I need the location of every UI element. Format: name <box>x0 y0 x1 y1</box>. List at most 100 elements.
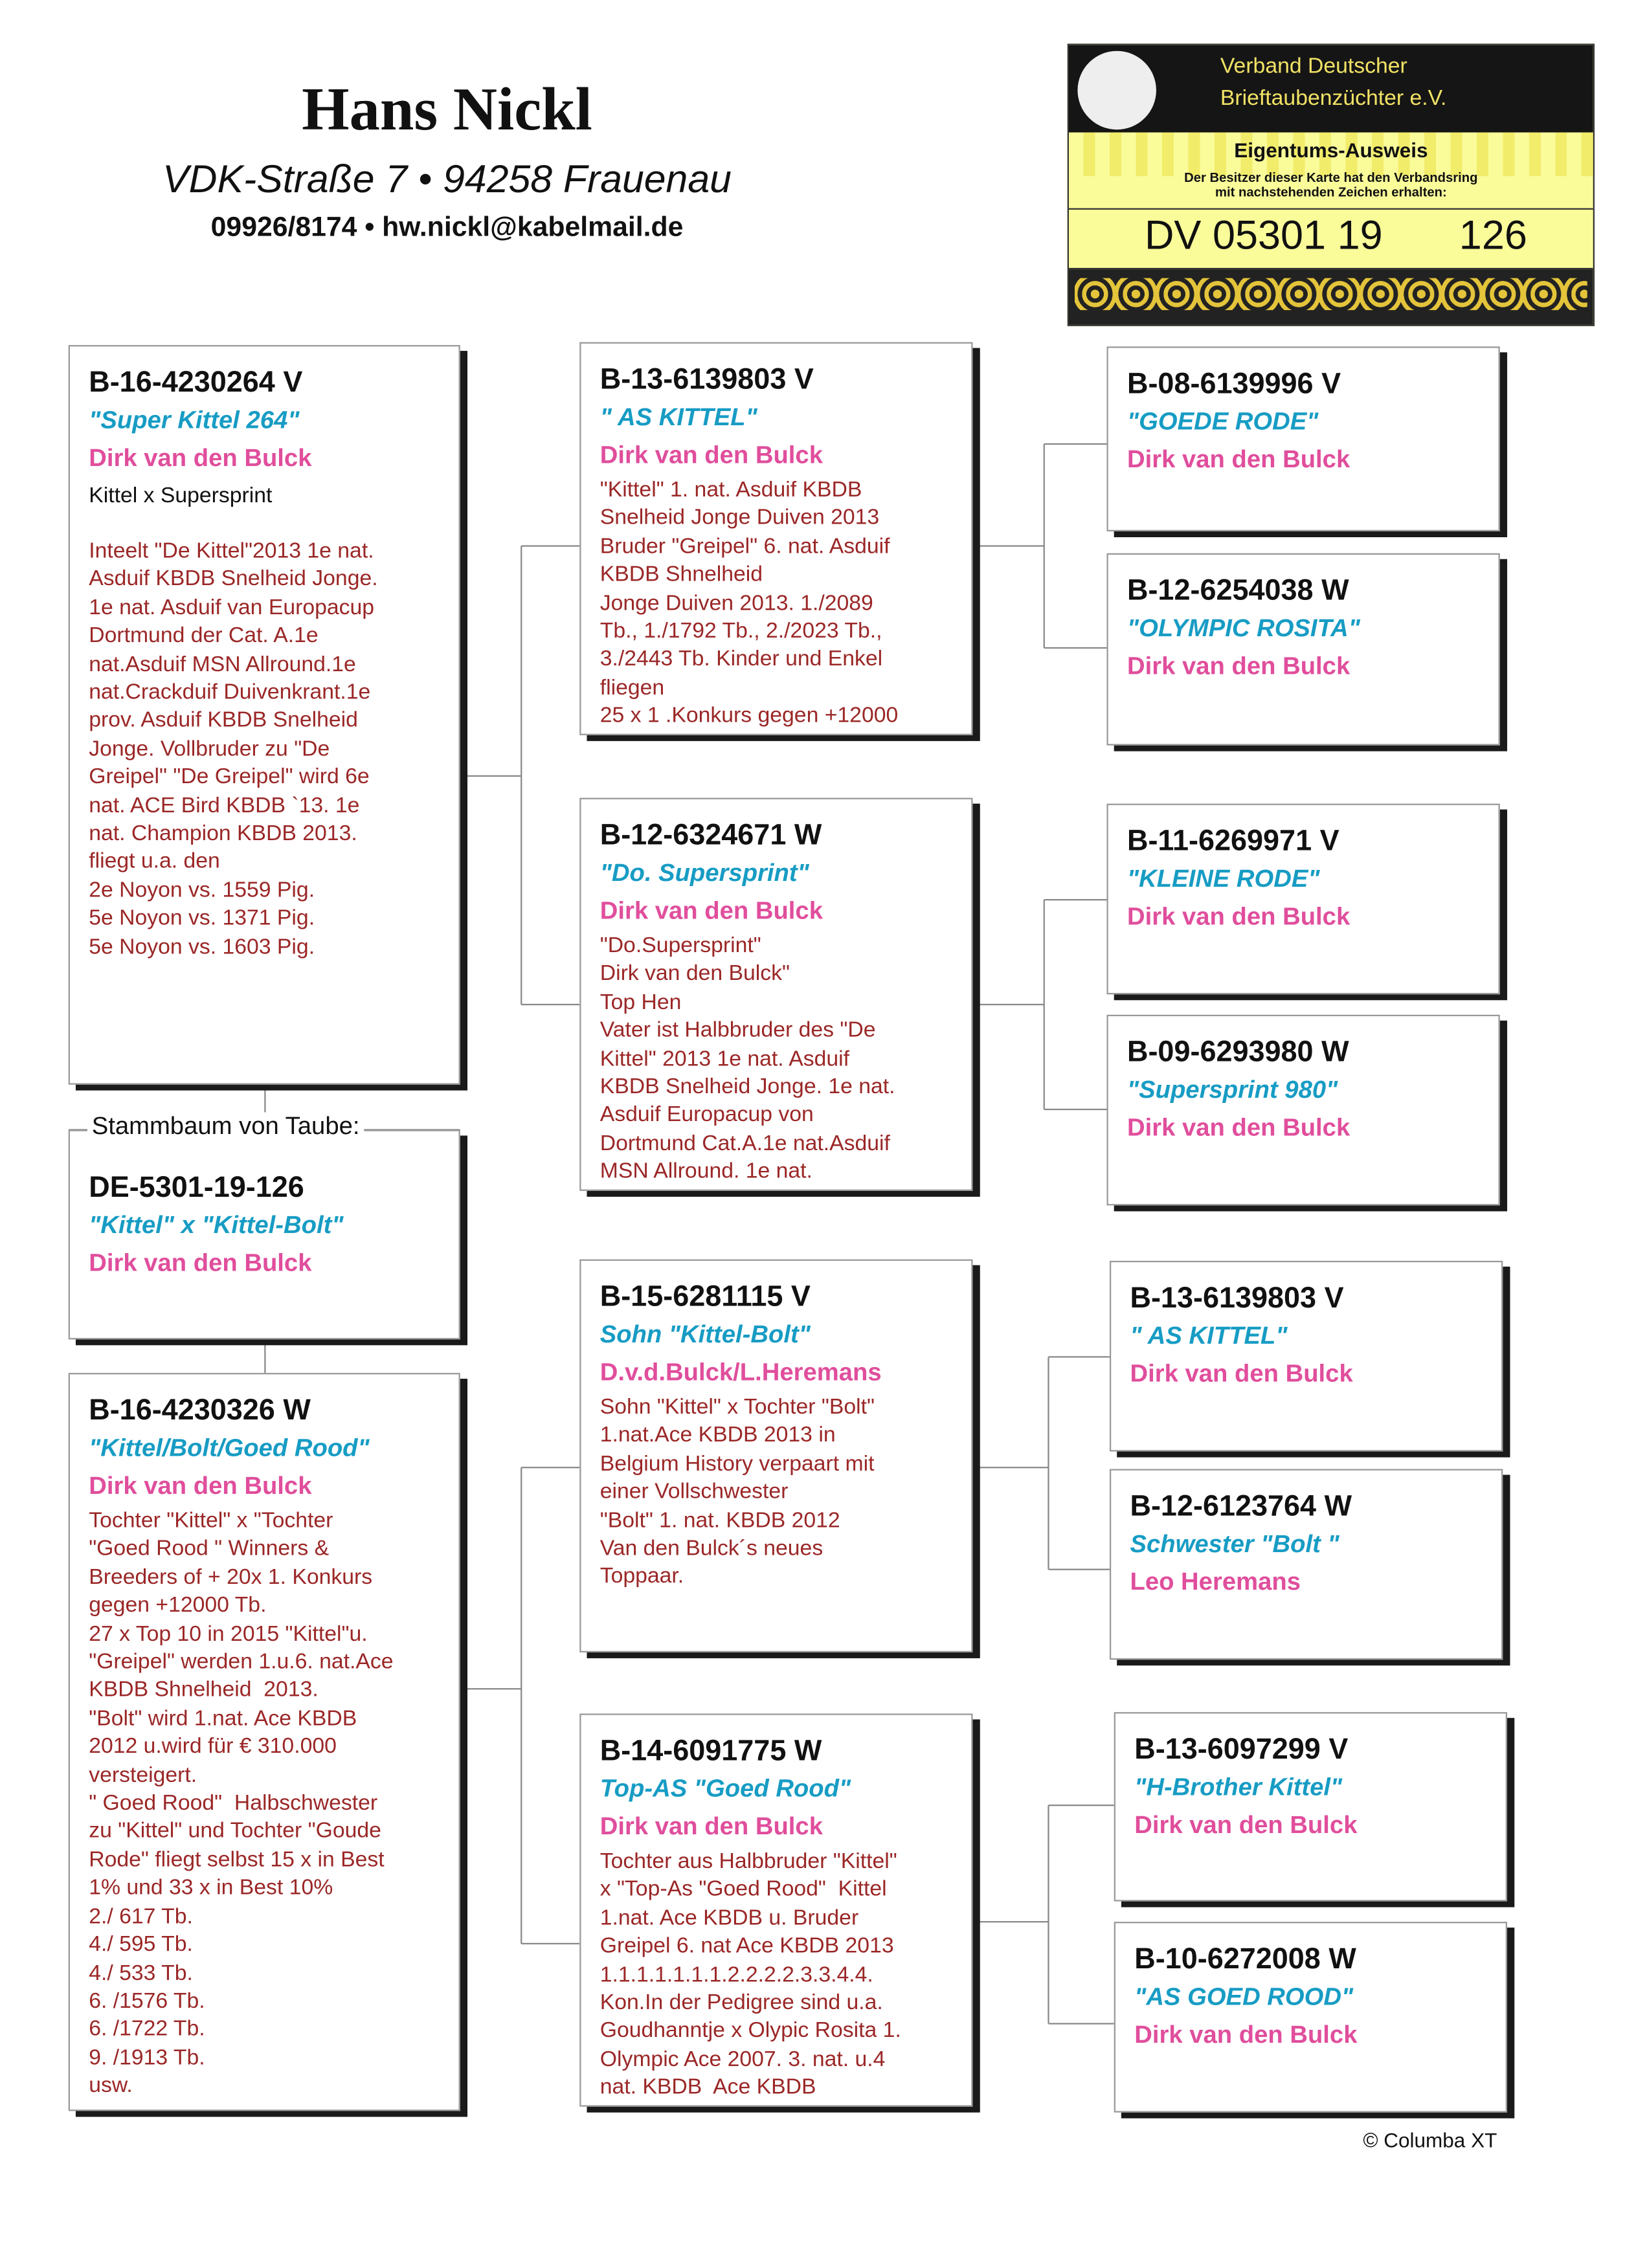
note-line: MSN Allround. 1e nat. <box>599 1159 812 1184</box>
note-line: Olympic Ace 2007. 3. nat. u.4 <box>599 2047 886 2072</box>
pedigree-box: B-12-6123764 W Schwester "Bolt " Leo Herem… <box>1109 1469 1503 1660</box>
note-line: versteigert. <box>89 1762 197 1788</box>
note-line: Tochter "Kittel" x "Tochter <box>89 1508 333 1533</box>
note-line: KBDB Shnelheid 2013. <box>89 1678 319 1703</box>
note-line: 2./ 617 Tb. <box>89 1904 193 1929</box>
note-line: nat. ACE Bird KBDB `13. 1e <box>89 793 360 818</box>
note-line: 9. /1913 Tb. <box>89 2045 205 2070</box>
pedigree-box: B-11-6269971 V "KLEINE RODE" Dirk van den … <box>1106 803 1500 995</box>
owner-contact: 09926/8174 • hw.nickl@kabelmail.de <box>210 212 684 243</box>
note-line: nat.Crackduif Duivenkrant.1e <box>89 680 371 705</box>
note-line: prov. Asduif KBDB Snelheid <box>89 708 358 733</box>
breeder: Dirk van den Bulck <box>1126 902 1350 931</box>
note-line: Dirk van den Bulck" <box>599 961 790 986</box>
pedigree-box: B-13-6097299 V "H-Brother Kittel" Dirk van… <box>1114 1712 1508 1902</box>
ring: B-13-6097299 V <box>1134 1733 1349 1766</box>
note-line: usw. <box>89 2073 133 2098</box>
bird-name: "Kittel" x "Kittel-Bolt" <box>89 1211 344 1240</box>
logo <box>1077 50 1156 130</box>
card-title: Eigentums-Ausweis <box>1234 138 1428 162</box>
note-line: x "Top-As "Goed Rood" Kittel <box>599 1877 887 1902</box>
note-line: 1.nat.Ace KBDB 2013 in <box>599 1423 836 1448</box>
owner-address: VDK-Straße 7 • 94258 Frauenau <box>162 157 732 201</box>
note-line: "Greipel" werden 1.u.6. nat.Ace <box>89 1649 394 1674</box>
note-line: Top Hen <box>599 990 682 1015</box>
ring: B-13-6139803 V <box>1130 1282 1344 1315</box>
bird-name: " AS KITTEL" <box>1130 1322 1288 1350</box>
note-line: 2012 u.wird für € 310.000 <box>89 1734 337 1759</box>
ring: B-09-6293980 W <box>1126 1036 1349 1069</box>
note-line: Belgium History verpaart mit <box>599 1451 875 1476</box>
pedigree-box: B-13-6139803 V " AS KITTEL" Dirk van den B… <box>1109 1260 1503 1452</box>
note-line: Tb., 1./1792 Tb., 2./2023 Tb., <box>599 619 882 644</box>
parents: Kittel x Supersprint <box>89 483 273 509</box>
bird-name: Sohn "Kittel-Bolt" <box>599 1320 811 1348</box>
note-line: zu "Kittel" und Tochter "Goude <box>89 1819 381 1844</box>
pedigree-box: B-16-4230326 W "Kittel/Bolt/Goed Rood" Dir… <box>68 1373 460 2111</box>
breeder: Dirk van den Bulck <box>89 1472 312 1500</box>
note-line: nat. Champion KBDB 2013. <box>89 821 357 846</box>
org-name: Brieftaubenzüchter e.V. <box>1220 85 1447 111</box>
note-line: "Goed Rood " Winners & <box>89 1536 330 1562</box>
note-line: Bruder "Greipel" 6. nat. Asduif <box>599 534 890 559</box>
breeder: D.v.d.Bulck/L.Heremans <box>599 1358 882 1386</box>
subject-box: DE-5301-19-126 "Kittel" x "Kittel-Bolt" … <box>68 1129 460 1340</box>
ring: B-12-6324671 W <box>599 819 822 852</box>
note-line: "Bolt" 1. nat. KBDB 2012 <box>599 1507 840 1533</box>
note-line: 4./ 533 Tb. <box>89 1960 193 1985</box>
breeder: Dirk van den Bulck <box>89 444 312 472</box>
note-line: 3./2443 Tb. Kinder und Enkel <box>599 647 883 672</box>
bird-name: "KLEINE RODE" <box>1126 865 1320 893</box>
owner-name: Hans Nickl <box>302 77 592 144</box>
note-line: einer Vollschwester <box>599 1479 789 1505</box>
ownership-card: Verband Deutscher Brieftaubenzüchter e.V… <box>1067 43 1595 326</box>
note-line: 27 x Top 10 in 2015 "Kittel"u. <box>89 1621 368 1647</box>
note-line: 1.1.1.1.1.1.1.2.2.2.2.3.3.4.4. <box>599 1962 873 1987</box>
ring-number: DV 05301 19 <box>1144 212 1383 258</box>
pedigree-box: B-12-6324671 W "Do. Supersprint" Dirk van … <box>579 797 973 1191</box>
note-line: "Do.Supersprint" <box>599 933 761 959</box>
note-line: Greipel" "De Greipel" wird 6e <box>89 764 370 790</box>
note-line: Vater ist Halbbruder des "De <box>599 1017 876 1043</box>
pedigree-box: B-16-4230264 V "Super Kittel 264" Dirk van… <box>68 345 460 1085</box>
note-line: 1e nat. Asduif van Europacup <box>89 595 375 620</box>
note-line: fliegt u.a. den <box>89 849 220 874</box>
bird-name: "Supersprint 980" <box>1126 1076 1338 1104</box>
breeder: Dirk van den Bulck <box>599 441 823 469</box>
breeder: Dirk van den Bulck <box>1130 1359 1353 1388</box>
note-line: " Goed Rood" Halbschwester <box>89 1790 378 1816</box>
breeder: Dirk van den Bulck <box>1134 1811 1358 1839</box>
pedigree-box: B-15-6281115 V Sohn "Kittel-Bolt" D.v.d.Bu… <box>579 1259 973 1652</box>
note-line: Greipel 6. nat Ace KBDB 2013 <box>599 1933 894 1959</box>
note-line: Asduif Europacup von <box>599 1102 814 1128</box>
note-line: KBDB Snelheid Jonge. 1e nat. <box>599 1074 895 1100</box>
pedigree-box: B-14-6091775 W Top-AS "Goed Rood" Dirk van… <box>579 1713 973 2107</box>
ring-serial: 126 <box>1459 212 1527 258</box>
note-line: Breeders of + 20x 1. Konkurs <box>89 1564 373 1590</box>
ornament <box>1068 269 1593 325</box>
pedigree-box: B-13-6139803 V " AS KITTEL" Dirk van den B… <box>579 342 973 735</box>
pedigree-box: B-10-6272008 W "AS GOED ROOD" Dirk van den… <box>1114 1922 1508 2113</box>
breeder: Dirk van den Bulck <box>1126 1113 1350 1142</box>
breeder: Dirk van den Bulck <box>599 1812 823 1841</box>
note-line: "Kittel" 1. nat. Asduif KBDB <box>599 477 862 503</box>
note-line: Dortmund der Cat. A.1e <box>89 623 319 649</box>
breeder: Dirk van den Bulck <box>1126 652 1350 680</box>
note-line: KBDB Shnelheid <box>599 562 763 587</box>
bird-name: "Do. Supersprint" <box>599 859 809 887</box>
note-line: 6. /1722 Tb. <box>89 2016 205 2042</box>
ring: B-12-6123764 W <box>1130 1491 1352 1523</box>
note-line: Asduif KBDB Snelheid Jonge. <box>89 566 378 592</box>
note-line: 4./ 595 Tb. <box>89 1932 193 1957</box>
ring: B-08-6139996 V <box>1126 368 1341 401</box>
bird-name: Schwester "Bolt " <box>1130 1530 1339 1558</box>
card-text: Der Besitzer dieser Karte hat den Verban… <box>1184 170 1478 185</box>
pedigree-box: B-08-6139996 V "GOEDE RODE" Dirk van den B… <box>1106 346 1500 531</box>
note-line: Toppaar. <box>599 1564 684 1589</box>
note-line: nat.Asduif MSN Allround.1e <box>89 651 356 677</box>
note-line: 5e Noyon vs. 1371 Pig. <box>89 906 315 931</box>
ring: B-15-6281115 V <box>599 1281 811 1313</box>
org-name: Verband Deutscher <box>1220 54 1407 79</box>
